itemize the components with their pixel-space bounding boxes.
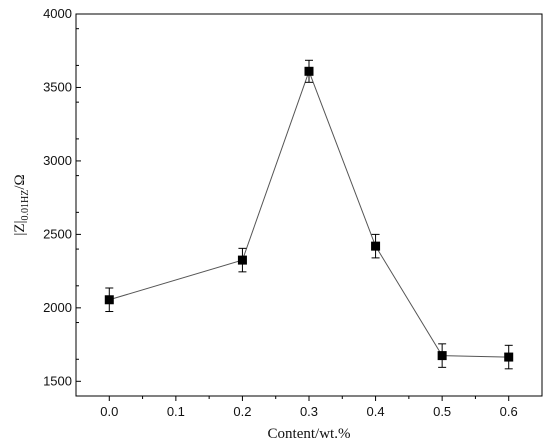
x-tick-label: 0.2 bbox=[233, 404, 251, 419]
data-point bbox=[371, 241, 381, 251]
x-tick-label: 0.3 bbox=[300, 404, 318, 419]
y-tick-label: 2000 bbox=[43, 300, 72, 315]
y-axis-title-unit: /Ω bbox=[12, 174, 28, 189]
x-axis: 0.0 0.1 0.2 0.3 0.4 0.5 0.6 bbox=[100, 396, 518, 419]
data-point bbox=[237, 255, 247, 265]
data-point bbox=[504, 352, 514, 362]
y-axis-title-subscript: 0.01HZ bbox=[20, 190, 31, 221]
y-axis-title: |Z|0.01HZ/Ω bbox=[12, 174, 31, 235]
y-tick-label: 4000 bbox=[43, 6, 72, 21]
y-tick-label: 2500 bbox=[43, 226, 72, 241]
y-tick-label: 3000 bbox=[43, 153, 72, 168]
x-axis-title: Content/wt.% bbox=[268, 426, 351, 442]
data-point bbox=[104, 295, 114, 305]
x-tick-label: 0.0 bbox=[100, 404, 118, 419]
x-tick-label: 0.6 bbox=[500, 404, 518, 419]
y-axis-title-main: |Z| bbox=[12, 221, 28, 236]
y-axis: 1500 2000 2500 3000 3500 4000 bbox=[43, 6, 81, 397]
series-layer bbox=[104, 59, 514, 370]
series-line bbox=[109, 69, 509, 358]
data-point bbox=[437, 351, 447, 361]
x-tick-label: 0.5 bbox=[433, 404, 451, 419]
y-tick-label: 1500 bbox=[43, 373, 72, 388]
x-tick-label: 0.4 bbox=[367, 404, 385, 419]
y-tick-label: 3500 bbox=[43, 79, 72, 94]
data-point bbox=[304, 66, 314, 76]
x-tick-label: 0.1 bbox=[167, 404, 185, 419]
